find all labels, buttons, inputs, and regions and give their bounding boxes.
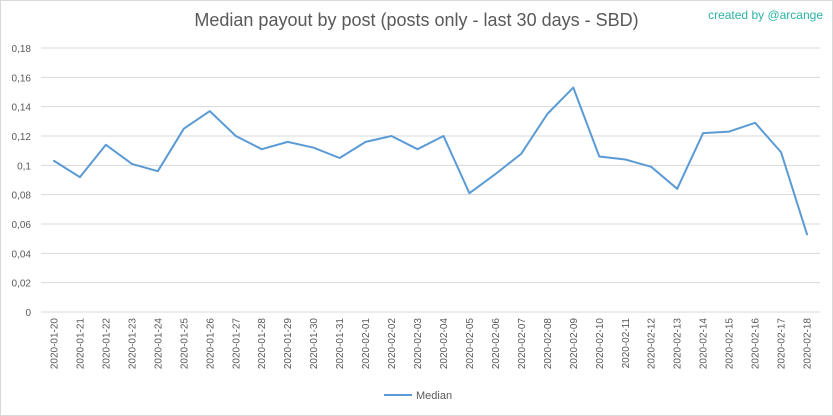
x-tick-label: 2020-02-12 [647, 318, 658, 370]
x-tick-label: 2020-01-20 [49, 318, 60, 370]
data-point [676, 188, 678, 190]
data-point [650, 166, 653, 168]
data-point [312, 146, 315, 149]
y-axis-ticks: 0 0,02 0,04 0,06 0,08 0,1 0,12 0,14 0,16 0,18 [12, 44, 32, 319]
x-axis-ticks: 2020-01-20 2020-01-21 2020-01-22 2020-01-23… [49, 318, 813, 370]
data-point [157, 170, 159, 172]
x-tick-label: 2020-02-09 [569, 318, 580, 370]
x-tick-label: 2020-02-17 [777, 318, 788, 370]
data-point [702, 132, 704, 134]
x-tick-label: 2020-01-26 [205, 318, 216, 370]
legend: Median [384, 390, 452, 402]
data-point [390, 135, 393, 137]
y-tick-label: 0 [25, 308, 31, 319]
data-point [806, 233, 808, 236]
x-tick-label: 2020-02-15 [725, 318, 736, 370]
x-tick-label: 2020-02-07 [517, 318, 528, 370]
data-point [754, 122, 756, 124]
data-point [728, 130, 730, 133]
data-point [494, 173, 497, 175]
chart-title: Median payout by post (posts only - last… [194, 10, 639, 30]
x-tick-label: 2020-02-14 [699, 318, 710, 370]
data-point [572, 86, 575, 89]
data-point [624, 158, 627, 161]
x-tick-label: 2020-01-27 [231, 318, 242, 370]
data-point [79, 176, 81, 178]
x-tick-label: 2020-02-05 [465, 318, 476, 370]
y-tick-label: 0,02 [12, 279, 32, 290]
x-tick-label: 2020-01-23 [127, 318, 138, 370]
data-point [546, 113, 549, 115]
data-point [598, 155, 601, 158]
x-tick-label: 2020-02-08 [543, 318, 554, 370]
x-tick-label: 2020-01-21 [75, 318, 86, 370]
x-tick-label: 2020-02-10 [595, 318, 606, 370]
data-point [364, 141, 367, 143]
data-point [416, 148, 419, 150]
x-tick-label: 2020-01-29 [283, 318, 294, 370]
data-point [208, 110, 211, 112]
y-tick-label: 0,12 [12, 132, 32, 143]
x-tick-label: 2020-01-28 [257, 318, 268, 370]
data-point [780, 151, 782, 153]
data-point [468, 192, 471, 194]
x-tick-label: 2020-01-31 [335, 318, 346, 370]
y-tick-label: 0,1 [17, 161, 31, 172]
y-tick-label: 0,06 [12, 220, 32, 231]
y-tick-label: 0,04 [12, 249, 32, 260]
x-tick-label: 2020-01-24 [153, 318, 164, 370]
x-tick-label: 2020-02-02 [387, 318, 398, 370]
x-tick-label: 2020-01-22 [101, 318, 112, 370]
x-tick-label: 2020-01-25 [179, 318, 190, 370]
series-line-median [53, 86, 808, 236]
x-tick-label: 2020-02-13 [673, 318, 684, 370]
x-tick-label: 2020-02-01 [361, 318, 372, 370]
x-tick-label: 2020-01-30 [309, 318, 320, 370]
y-tick-label: 0,14 [12, 103, 32, 114]
y-tick-label: 0,16 [12, 73, 32, 84]
credit-label: created by @arcange [708, 8, 823, 22]
data-point [131, 163, 133, 165]
x-tick-label: 2020-02-11 [621, 318, 632, 369]
data-point [442, 135, 445, 137]
y-tick-label: 0,18 [12, 44, 32, 55]
data-point [338, 157, 341, 159]
data-point [286, 141, 289, 143]
x-tick-label: 2020-02-04 [439, 318, 450, 370]
x-tick-label: 2020-02-16 [751, 318, 762, 370]
gridlines [41, 47, 820, 313]
x-tick-label: 2020-02-18 [803, 318, 814, 370]
data-point [183, 127, 185, 130]
data-point [105, 144, 107, 146]
x-tick-label: 2020-02-06 [491, 318, 502, 370]
data-point [234, 135, 237, 137]
series-group [53, 86, 808, 236]
data-point [520, 152, 523, 155]
data-point [260, 148, 263, 150]
data-point [53, 160, 55, 162]
x-tick-label: 2020-02-03 [413, 318, 424, 370]
legend-label: Median [416, 390, 452, 402]
y-tick-label: 0,08 [12, 191, 32, 202]
